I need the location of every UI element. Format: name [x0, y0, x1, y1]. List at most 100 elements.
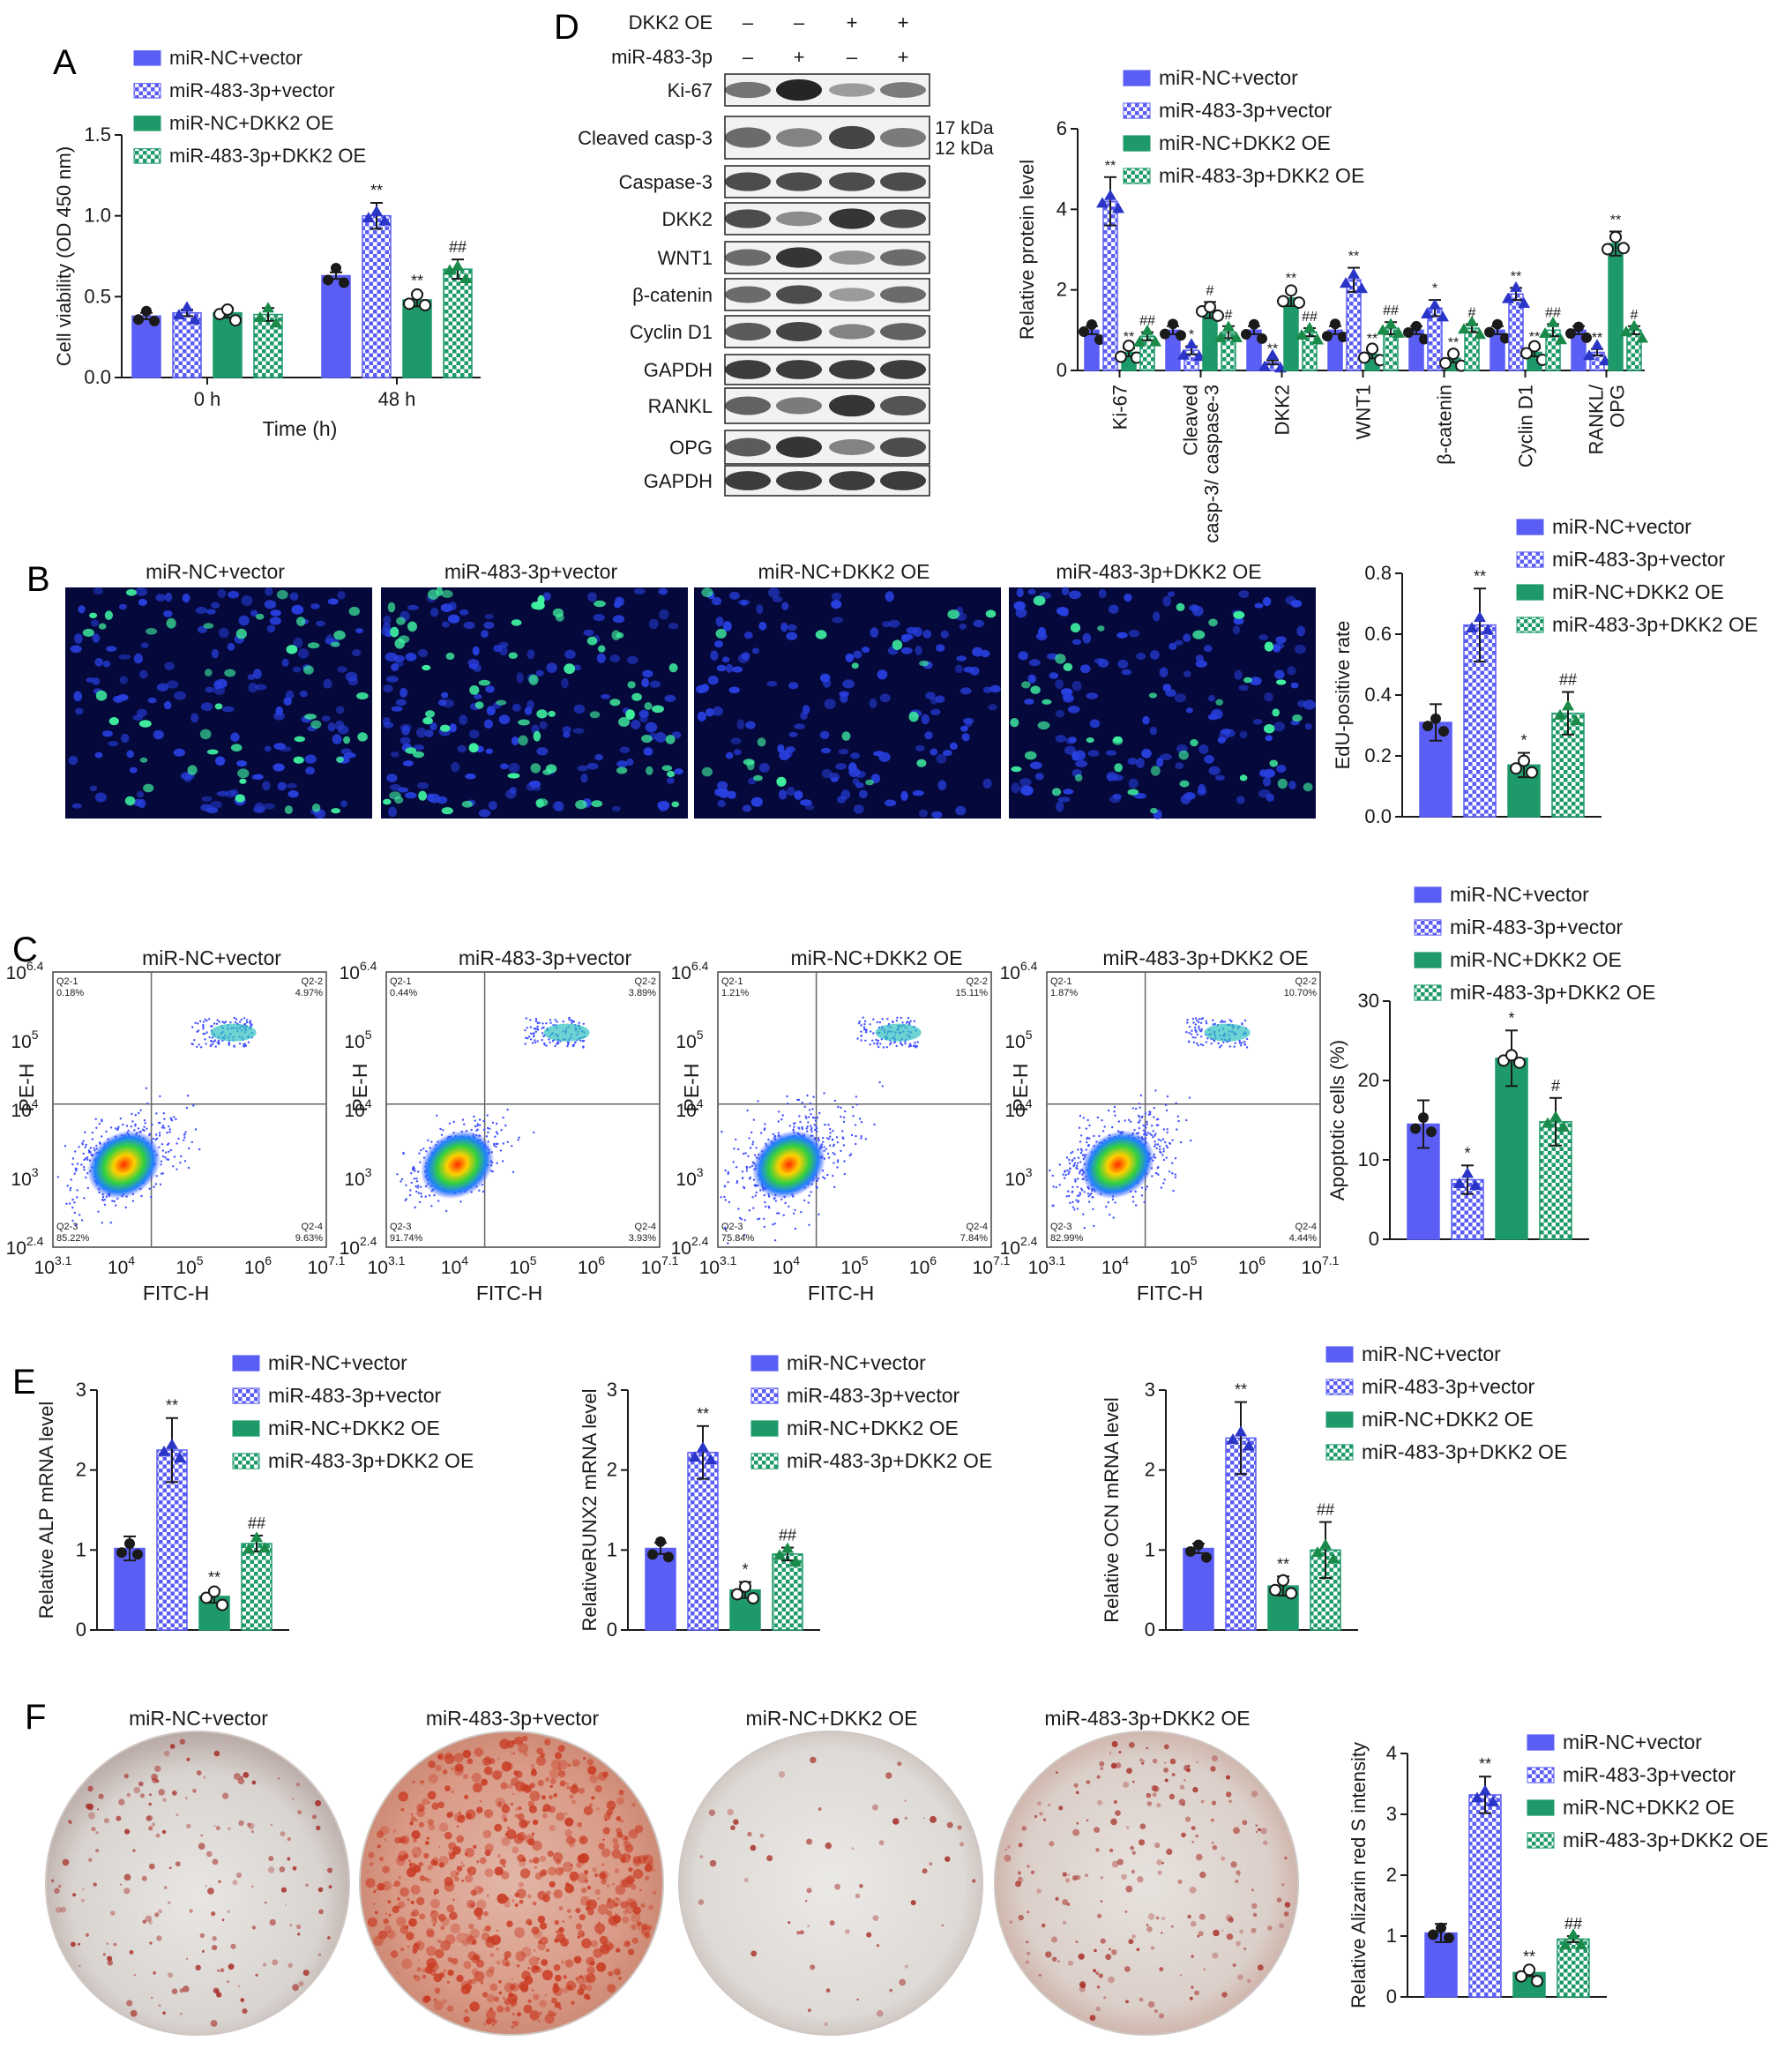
event-dot [1065, 1156, 1069, 1159]
data-point [1583, 349, 1595, 361]
event-dot [154, 1139, 157, 1141]
event-dot [1200, 1028, 1204, 1031]
y-tick-label: 6 [1057, 117, 1067, 139]
blot-band [776, 397, 822, 415]
event-dot [750, 1131, 753, 1134]
nucleus [119, 676, 128, 684]
event-dot [1086, 1136, 1089, 1140]
data-point [419, 299, 431, 312]
legend-swatch [1123, 135, 1151, 152]
nucleus [405, 792, 417, 799]
event-dot [860, 1024, 862, 1027]
nucleus [499, 645, 508, 656]
event-dot [1243, 1040, 1246, 1043]
nucleus [488, 801, 497, 811]
edu-positive-cell [508, 652, 518, 659]
nucleus [222, 706, 235, 713]
legend-swatch [1527, 1734, 1555, 1751]
nucleus [147, 697, 157, 704]
nucleus [959, 623, 967, 630]
edu-positive-cell [1113, 736, 1123, 744]
event-dot [582, 1039, 585, 1043]
mineral-nodule [262, 1963, 267, 1967]
nucleus [587, 592, 597, 602]
nucleus [211, 602, 220, 609]
nucleus [777, 744, 785, 753]
event-dot [186, 1095, 190, 1097]
nucleus [195, 606, 207, 614]
event-dot [567, 1043, 570, 1046]
edu-positive-cell [461, 800, 474, 808]
nucleus [393, 661, 404, 667]
edu-positive-cell [276, 590, 288, 600]
data-point [747, 1592, 759, 1605]
event-dot [436, 1114, 438, 1118]
blot-sign: – [743, 46, 754, 68]
y-tick-label: 106.4 [6, 959, 44, 983]
event-dot [85, 1176, 87, 1179]
y-tick-label: 2 [607, 1459, 617, 1481]
event-dot [870, 1030, 872, 1033]
event-dot [427, 1139, 429, 1142]
event-dot [869, 1023, 871, 1026]
blot-band [776, 79, 822, 101]
event-dot [806, 1125, 809, 1128]
event-dot [1186, 1019, 1189, 1021]
flow-plot-frame [717, 971, 992, 1248]
legend-swatch [1325, 1444, 1354, 1461]
event-dot [444, 1209, 448, 1213]
event-dot [452, 1120, 455, 1124]
significance-label: ** [1511, 269, 1521, 284]
blot-band [829, 83, 875, 97]
event-dot [502, 1116, 504, 1119]
event-dot [158, 1132, 161, 1134]
event-dot [140, 1194, 143, 1198]
data-point [1466, 621, 1478, 632]
nucleus [1262, 596, 1272, 607]
event-dot [899, 1042, 902, 1044]
tick-exponent: 3.1 [720, 1253, 737, 1267]
event-dot [1073, 1208, 1076, 1211]
event-dot [190, 1140, 193, 1144]
nucleus [766, 681, 778, 687]
mineral-nodule [292, 1865, 297, 1871]
event-dot [1157, 1173, 1160, 1176]
quadrant-label: Q2-1 [56, 976, 78, 987]
event-dot [533, 1131, 535, 1134]
nucleus [430, 608, 439, 617]
event-dot [796, 1098, 799, 1102]
event-dot [1055, 1185, 1057, 1189]
nucleus [751, 647, 760, 654]
event-dot [428, 1194, 431, 1197]
data-point [1505, 1049, 1518, 1062]
event-dot [1241, 1022, 1243, 1025]
event-dot [1149, 1110, 1152, 1114]
data-point [149, 316, 160, 327]
event-dot [760, 1132, 763, 1134]
y-axis-label: RelativeRUNX2 mRNA level [579, 1388, 601, 1631]
nucleus [292, 666, 302, 673]
event-dot [422, 1148, 425, 1150]
edu-positive-cell [422, 717, 433, 725]
nucleus [726, 663, 734, 673]
event-dot [822, 1176, 825, 1178]
edu-positive-cell [618, 717, 630, 727]
edu-positive-cell [535, 798, 549, 807]
nucleus [1128, 629, 1140, 638]
edu-positive-cell [646, 766, 653, 775]
event-dot [1171, 1139, 1174, 1141]
data-point [141, 305, 152, 317]
event-dot [724, 1199, 727, 1201]
legend-swatch [1527, 1832, 1555, 1849]
tick-exponent: 5 [1191, 1253, 1198, 1267]
data-point [1602, 243, 1614, 256]
event-dot [851, 1106, 855, 1109]
event-dot [183, 1136, 186, 1139]
event-dot [1221, 1020, 1223, 1022]
edu-positive-cell [1074, 774, 1083, 782]
event-dot [1212, 1019, 1214, 1021]
event-dot [526, 1037, 529, 1040]
event-dot [1177, 1119, 1180, 1123]
edu-positive-cell [1276, 679, 1287, 685]
nucleus [121, 733, 130, 744]
